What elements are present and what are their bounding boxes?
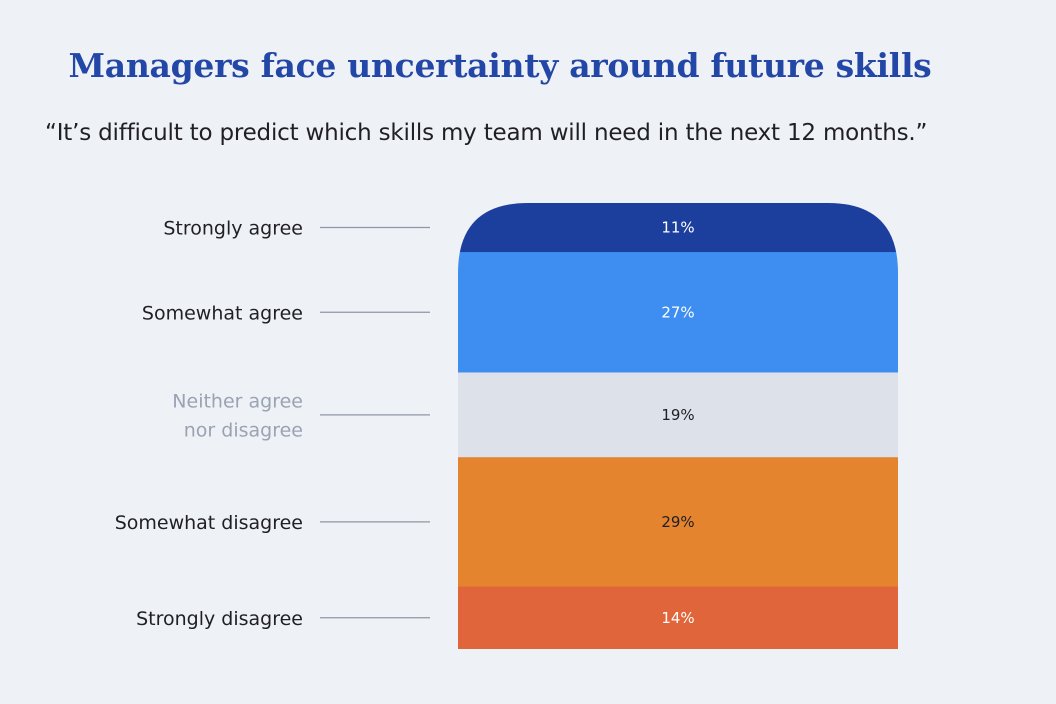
bar-segment-1 xyxy=(458,203,898,253)
category-label: Strongly agree xyxy=(163,218,303,240)
value-label: 29% xyxy=(661,513,694,531)
value-label: 14% xyxy=(661,609,694,627)
bar-segment-3 xyxy=(458,372,898,458)
category-label: Somewhat agree xyxy=(142,302,303,324)
category-label: Neither agree nor disagree xyxy=(172,390,303,441)
chart-title: Managers face uncertainty around future … xyxy=(68,46,932,85)
value-label: 27% xyxy=(661,303,694,321)
bar-segment-2 xyxy=(458,252,898,373)
bar-segment-5 xyxy=(458,586,898,649)
chart-subtitle: “It’s difficult to predict which skills … xyxy=(45,120,928,146)
category-label: Somewhat disagree xyxy=(115,512,303,534)
category-label: Strongly disagree xyxy=(136,608,303,630)
value-label: 11% xyxy=(661,219,694,237)
bar-stack xyxy=(458,203,898,649)
bar-segment-4 xyxy=(458,457,898,588)
value-label: 19% xyxy=(661,406,694,424)
